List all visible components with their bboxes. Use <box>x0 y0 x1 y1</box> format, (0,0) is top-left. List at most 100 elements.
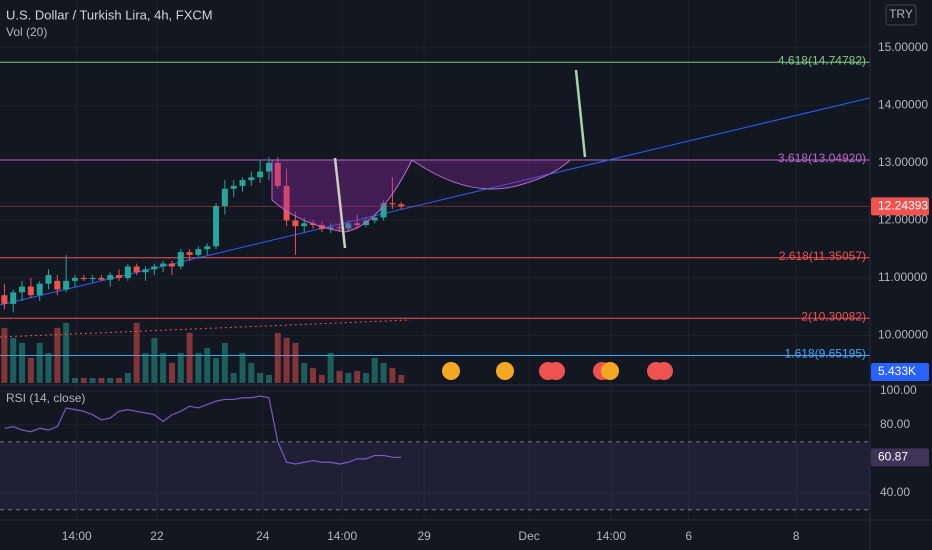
y-tick-label: 10.00000 <box>878 328 928 342</box>
volume-bar <box>27 357 34 383</box>
volume-bar <box>310 367 317 383</box>
volume-bar <box>107 377 114 383</box>
volume-bar <box>345 372 352 383</box>
volume-bar <box>336 370 343 383</box>
fib-level-label: 3.618(13.04920) <box>778 151 866 165</box>
y-tick-label: 40.00 <box>880 485 910 499</box>
candle-body <box>89 277 96 280</box>
volume-bar <box>292 342 299 383</box>
candle-body <box>54 280 61 290</box>
currency-box[interactable] <box>885 4 917 26</box>
chart-title: U.S. Dollar / Turkish Lira, 4h, FXCM <box>6 7 213 22</box>
volume-bar <box>71 377 78 383</box>
volume-bar <box>230 372 237 383</box>
cup-drawing <box>271 159 413 233</box>
y-tick-label: 12.00000 <box>878 213 928 227</box>
candle-body <box>221 188 228 207</box>
volume-bar <box>257 372 264 383</box>
candle-body <box>283 185 290 221</box>
event-icon <box>442 362 460 380</box>
y-tick-label: 14.00000 <box>878 97 928 111</box>
volume-bar <box>36 342 43 383</box>
rsi-title: RSI (14, close) <box>6 391 85 405</box>
y-tick-label: 80.00 <box>880 417 910 431</box>
fib-level-label: 2(10.30082) <box>801 309 866 323</box>
volume-bar <box>151 337 158 383</box>
candle-body <box>274 162 281 186</box>
volume-bar <box>239 352 246 383</box>
candle-body <box>142 269 149 273</box>
candle-body <box>327 227 334 230</box>
volume-bar <box>221 342 228 383</box>
candle-body <box>98 277 105 280</box>
volume-bar <box>274 332 281 383</box>
candle-body <box>80 277 87 280</box>
candle-body <box>292 220 299 227</box>
volume-bar <box>124 372 131 383</box>
candle-body <box>1 295 8 304</box>
x-tick-label: 14:00 <box>62 529 92 543</box>
event-icon <box>655 362 673 380</box>
last-price-badge: 12.24393 <box>878 199 928 213</box>
candle-body <box>36 283 43 296</box>
drawn-line <box>333 157 347 249</box>
candle-body <box>398 204 405 207</box>
fib-level-label: 4.618(14.74782) <box>778 53 866 67</box>
volume-bar <box>380 362 387 383</box>
y-tick-label: 100.00 <box>880 383 917 397</box>
candle-body <box>301 223 308 227</box>
rsi-line <box>4 395 402 465</box>
candle-body <box>230 185 237 189</box>
candle-body <box>265 162 272 172</box>
candle-body <box>213 206 220 247</box>
last-price-badge-bg <box>871 197 929 216</box>
rsi-badge-bg <box>871 448 929 467</box>
volume-bar <box>371 357 378 383</box>
y-tick-label: 11.00000 <box>878 270 927 284</box>
event-icon <box>547 362 565 380</box>
event-icon <box>601 362 619 380</box>
volume-bar <box>133 322 140 383</box>
candle-body <box>160 263 167 267</box>
fib-level-label: 2.618(11.35057) <box>779 249 866 263</box>
volume-bar <box>327 352 334 383</box>
candle-body <box>19 286 26 293</box>
volume-bar <box>116 377 123 383</box>
candle-body <box>354 223 361 226</box>
volume-bar <box>63 322 70 383</box>
candle-body <box>45 275 52 284</box>
x-tick-label: 22 <box>150 529 164 543</box>
volume-bar <box>265 374 272 383</box>
plot: 4.618(14.74782) 3.618(13.04920) 2.618(11.3… <box>0 53 871 465</box>
x-tick-label: 8 <box>793 529 800 543</box>
volume-bar <box>248 362 255 383</box>
x-tick-label: 6 <box>685 529 692 543</box>
dotted-line <box>0 319 411 338</box>
x-tick-label: 24 <box>256 529 270 543</box>
candle-body <box>168 263 175 267</box>
x-tick-label: 29 <box>417 529 431 543</box>
y-tick-label: 15.00000 <box>878 40 928 54</box>
fib-level-label: 1.618(9.65195) <box>785 347 866 361</box>
volume-bar <box>10 337 17 383</box>
candle-body <box>371 217 378 221</box>
volume-badge-bg <box>871 363 929 381</box>
volume-bar <box>354 370 361 383</box>
x-tick-label: 14:00 <box>327 529 357 543</box>
drawn-line <box>574 69 587 158</box>
volume-bar <box>204 347 211 383</box>
candle-body <box>107 275 114 280</box>
volume-bar <box>54 327 61 383</box>
volume-bar <box>177 352 184 383</box>
volume-bar <box>318 374 325 383</box>
volume-bar <box>213 357 220 383</box>
volume-title: Vol (20) <box>6 25 47 39</box>
currency[interactable]: TRY <box>889 7 913 21</box>
volume-bar <box>142 352 149 383</box>
volume-bar <box>89 377 96 383</box>
volume-bar <box>362 372 369 383</box>
volume-bar <box>45 352 52 383</box>
candle-body <box>204 246 211 250</box>
